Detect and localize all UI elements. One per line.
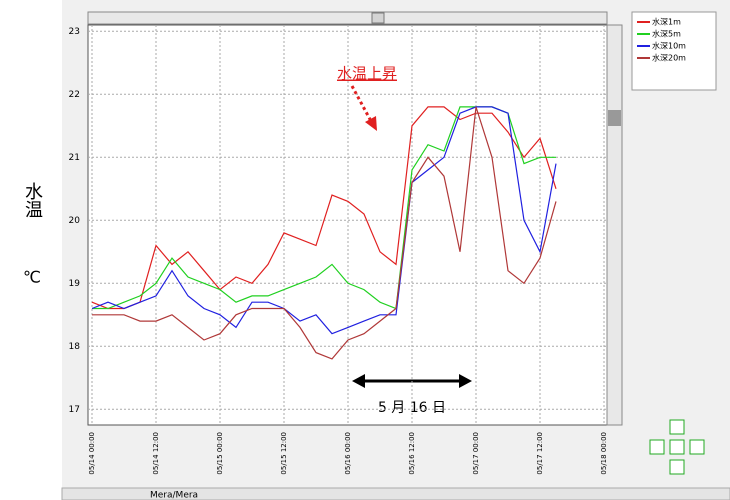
legend (631, 11, 717, 91)
zoom-left[interactable] (649, 439, 665, 455)
range-arrowhead (352, 374, 365, 388)
v-scrollbar[interactable] (606, 24, 623, 426)
x-tick-label: 05/15 00:00 (216, 432, 224, 475)
series-line (92, 106, 557, 360)
series-line (91, 106, 557, 335)
x-tick-label: 05/15 12:00 (280, 432, 288, 475)
zoom-fit[interactable] (669, 439, 685, 455)
h-scroll-thumb[interactable] (371, 12, 385, 24)
h-scrollbar[interactable] (87, 11, 608, 25)
x-tick-label: 05/17 00:00 (472, 432, 480, 475)
legend-label: 水深10m (652, 41, 686, 51)
x-tick-label: 05/16 00:00 (344, 432, 352, 475)
zoom-controls[interactable] (649, 419, 705, 475)
legend-label: 水深20m (652, 53, 686, 63)
zoom-right[interactable] (689, 439, 705, 455)
v-scroll-thumb[interactable] (608, 110, 621, 126)
zoom-down[interactable] (669, 459, 685, 475)
legend-label: 水深5m (652, 29, 681, 39)
x-tick-label: 05/14 00:00 (88, 432, 96, 475)
y-tick-label: 21 (69, 153, 80, 163)
x-tick-label: 05/17 12:00 (536, 432, 544, 475)
x-tick-label: 05/18 00:00 (600, 432, 608, 475)
annotation: 5 月 16 日 (378, 400, 446, 416)
annotation: 水温上昇 (337, 65, 397, 83)
status-bar (61, 487, 730, 500)
y-tick-label: 19 (69, 279, 81, 289)
status-text: Mera/Mera (150, 491, 198, 500)
range-arrowhead (459, 374, 472, 388)
annotation-arrowhead (365, 116, 377, 131)
y-axis-label: 水温 (22, 182, 43, 218)
y-axis-unit: ℃ (23, 268, 41, 287)
x-tick-label: 05/16 12:00 (408, 432, 416, 475)
y-tick-label: 17 (69, 405, 80, 415)
legend-label: 水深1m (652, 17, 681, 27)
y-tick-label: 20 (69, 216, 81, 226)
zoom-up[interactable] (669, 419, 685, 435)
y-tick-label: 18 (69, 342, 81, 352)
y-tick-label: 22 (69, 90, 80, 100)
annotation-arrow (350, 85, 374, 124)
x-tick-label: 05/14 12:00 (152, 432, 160, 475)
y-tick-label: 23 (69, 27, 80, 37)
